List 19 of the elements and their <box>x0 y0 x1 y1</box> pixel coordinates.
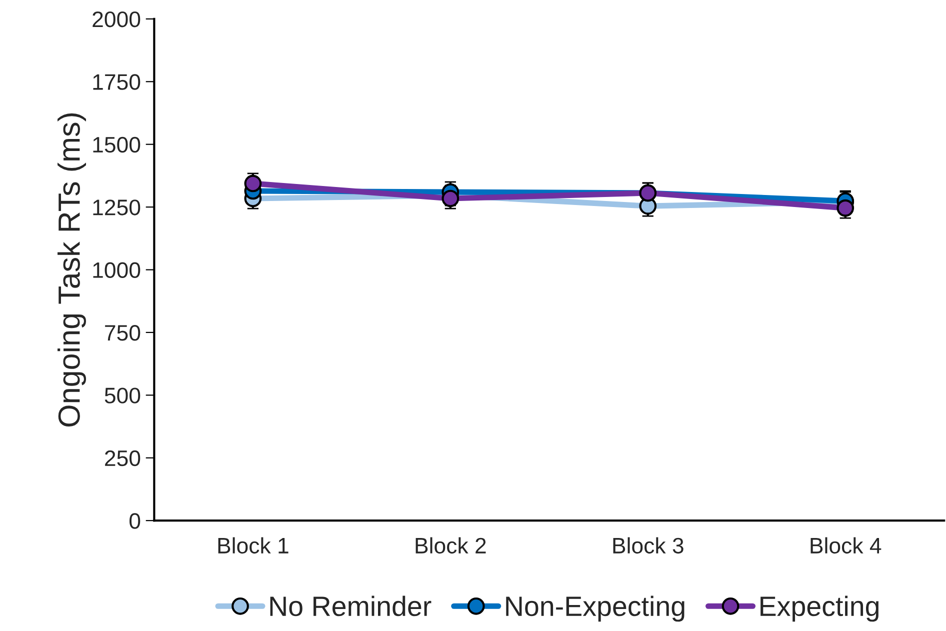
y-tick-label: 1750 <box>93 74 140 90</box>
x-tick-label: Block 4 <box>810 537 882 554</box>
y-axis-title: Ongoing Task RTs (ms) <box>58 113 86 427</box>
y-tick-label: 1500 <box>93 136 140 153</box>
legend-label: Non-Expecting <box>506 596 684 622</box>
y-tick-label: 0 <box>130 513 140 529</box>
point <box>244 174 262 192</box>
y-tick-label: 1000 <box>93 262 140 278</box>
x-tick-label: Block 1 <box>218 537 288 554</box>
x-tick-label: Block 2 <box>416 537 486 554</box>
y-tick-label: 500 <box>104 388 140 404</box>
y-tick-label: 750 <box>105 324 140 341</box>
y-tick-label: 1250 <box>93 200 140 216</box>
legend-label: Expecting <box>760 596 878 622</box>
y-tick-label: 250 <box>105 450 140 466</box>
x-tick-label: Block 3 <box>613 537 684 554</box>
legend-label: No Reminder <box>270 596 432 616</box>
y-tick-label: 2000 <box>92 11 140 28</box>
point <box>836 199 854 217</box>
